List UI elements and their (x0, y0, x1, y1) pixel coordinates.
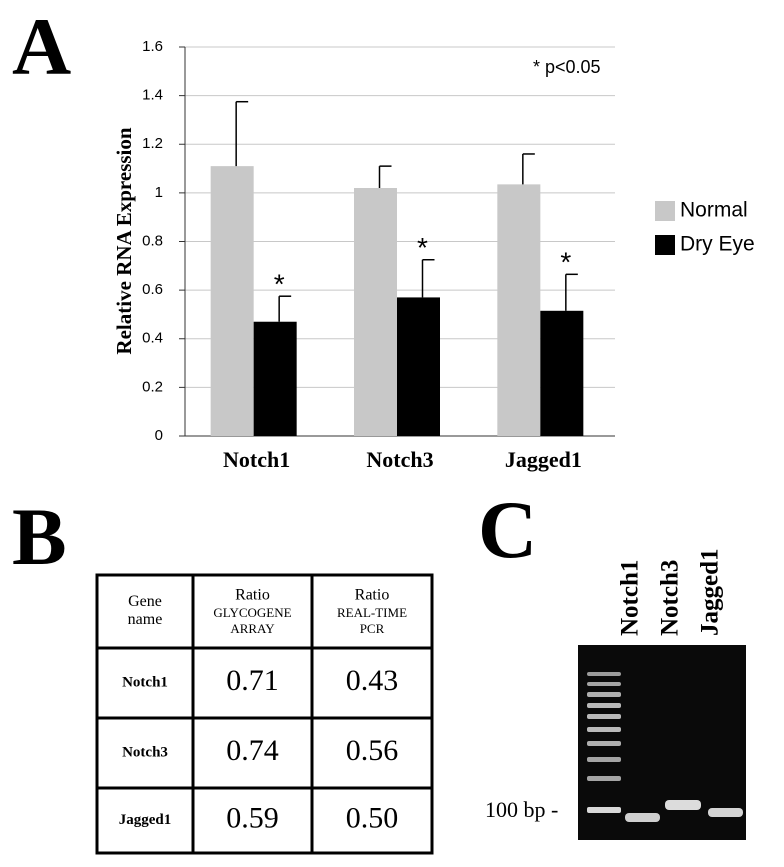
y-tick-label: 0.8 (142, 232, 163, 249)
annotation: * p<0.05 (533, 57, 601, 77)
legend-label: Normal (680, 199, 748, 222)
y-tick-label: 0 (155, 427, 163, 444)
legend-swatch (655, 201, 675, 221)
table-subheader: REAL-TIME PCR (337, 605, 407, 636)
legend-label: Dry Eye (680, 233, 755, 256)
x-tick-label: Jagged1 (505, 447, 582, 472)
table-subheader: GLYCOGENE ARRAY (213, 605, 291, 636)
bar (210, 166, 254, 436)
table-header: Ratio (235, 587, 270, 604)
table-value: 0.56 (346, 734, 399, 767)
table-header: Ratio (355, 587, 390, 604)
bar (354, 188, 397, 436)
table-row-label: Notch1 (122, 674, 168, 690)
y-tick-label: 1.6 (142, 38, 163, 55)
table-row-label: Notch3 (122, 744, 168, 760)
bar (540, 310, 584, 436)
ladder (587, 672, 621, 813)
y-tick-label: 1 (155, 184, 163, 201)
y-tick-label: 0.2 (142, 378, 163, 395)
y-tick-label: 1.4 (142, 87, 163, 104)
table-value: 0.43 (346, 664, 399, 697)
table-value: 0.74 (226, 734, 279, 767)
gel-band (665, 800, 701, 810)
table-header: Gene name (128, 593, 163, 628)
significance-marker: * (417, 232, 428, 263)
significance-marker: * (560, 247, 571, 278)
panel-label: A (12, 1, 71, 92)
panel-label: C (478, 484, 537, 575)
significance-marker: * (274, 269, 285, 300)
table-row-label: Jagged1 (119, 812, 172, 828)
lane-label: Notch3 (657, 560, 684, 636)
y-tick-label: 1.2 (142, 135, 163, 152)
legend-swatch (655, 235, 675, 255)
y-tick-label: 0.4 (142, 330, 163, 347)
lane-label: Notch1 (617, 560, 644, 636)
x-tick-label: Notch3 (366, 447, 433, 472)
table-value: 0.71 (226, 664, 279, 697)
bar (497, 184, 541, 436)
gel-band (625, 813, 660, 822)
y-tick-label: 0.6 (142, 281, 163, 298)
table-value: 0.59 (226, 801, 279, 834)
gel-band (708, 808, 743, 817)
lane-label: Jagged1 (697, 549, 724, 637)
bar (397, 297, 440, 436)
y-axis-label: Relative RNA Expression (112, 127, 136, 354)
x-tick-label: Notch1 (223, 447, 290, 472)
panel-label: B (12, 491, 67, 582)
marker-label: 100 bp - (485, 797, 558, 822)
table-value: 0.50 (346, 801, 399, 834)
table-border (95, 573, 434, 855)
bar (253, 321, 297, 436)
